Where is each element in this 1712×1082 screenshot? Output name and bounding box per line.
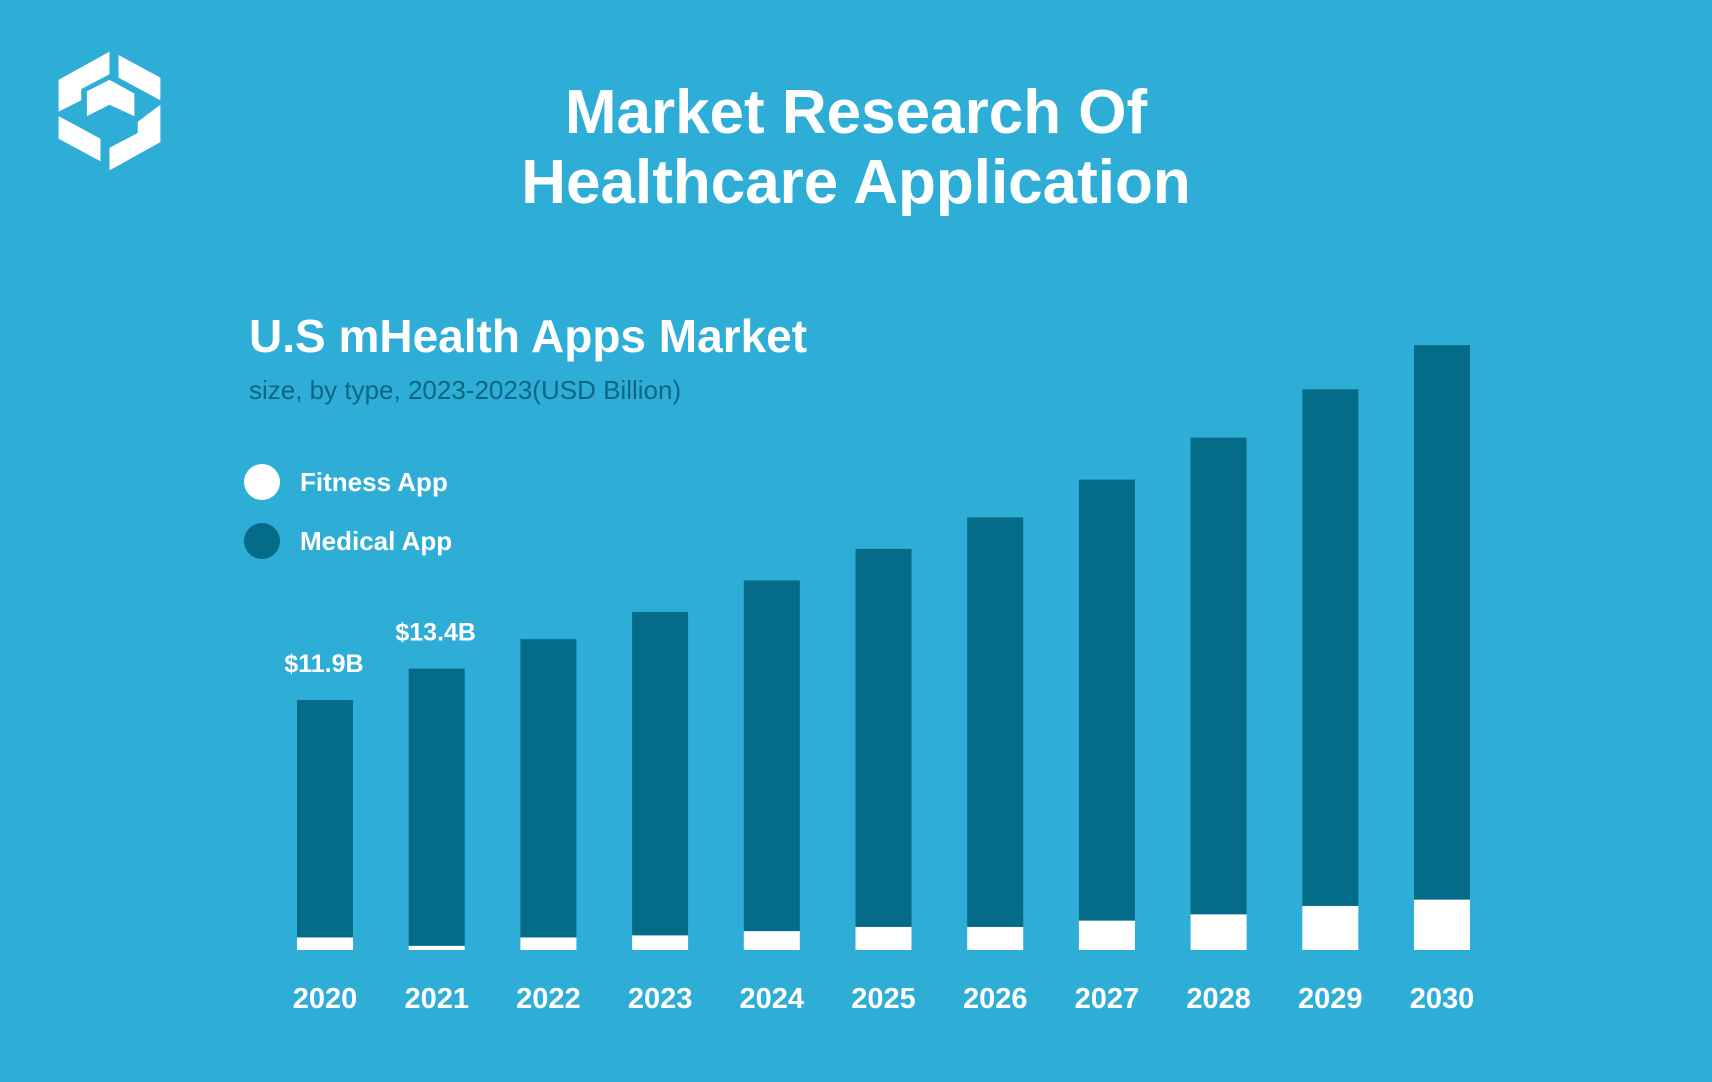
x-tick-label-2024: 2024 [740,983,805,1015]
legend-swatch-fitness [244,464,280,500]
data-label-2021: $13.4B [395,619,476,647]
bar-medical-2022 [520,639,577,938]
x-tick-label-2029: 2029 [1298,983,1363,1015]
x-tick-label-2023: 2023 [628,983,693,1015]
bar-medical-2020 [297,700,353,938]
bar-fitness-2021 [408,945,465,950]
x-tick-label-2030: 2030 [1410,983,1475,1015]
page-title-line-2: Healthcare Application [521,148,1191,217]
page-title: Market Research Of Healthcare Applicatio… [356,78,1356,218]
legend-label-fitness: Fitness App [300,466,448,497]
bar-fitness-2020 [297,937,353,950]
bar-fitness-2027 [1078,920,1135,950]
bar-fitness-2029 [1302,905,1359,950]
x-tick-label-2025: 2025 [851,983,916,1015]
legend-swatch-medical [244,523,280,559]
bar-medical-2024 [743,580,800,932]
x-tick-label-2021: 2021 [404,983,469,1015]
legend-item-medical: Medical App [244,522,452,560]
bar-medical-2026 [967,517,1024,927]
bar-medical-2029 [1302,389,1359,906]
brand-logo-icon [58,51,161,171]
bar-medical-2027 [1078,479,1135,921]
x-tick-label-2026: 2026 [963,983,1028,1015]
bar-medical-2021 [408,668,465,946]
bar-medical-2023 [632,611,689,936]
x-tick-label-2028: 2028 [1186,983,1251,1015]
chart-title: U.S mHealth Apps Market [249,310,808,362]
x-tick-label-2020: 2020 [293,983,358,1015]
bar-fitness-2028 [1190,914,1247,950]
bar-fitness-2030 [1414,899,1470,950]
legend-item-fitness: Fitness App [244,463,452,501]
chart-legend: Fitness App Medical App [244,463,452,581]
bar-fitness-2023 [632,935,689,950]
x-tick-label-2022: 2022 [516,983,581,1015]
x-tick-label-2027: 2027 [1075,983,1140,1015]
data-label-2020: $11.9B [284,650,363,678]
legend-label-medical: Medical App [300,525,453,556]
chart-subtitle: size, by type, 2023-2023(USD Billion) [249,375,682,405]
bar-fitness-2022 [520,937,577,950]
page-title-line-1: Market Research Of [564,78,1148,147]
bar-medical-2028 [1190,437,1247,915]
bar-medical-2025 [855,548,912,927]
bar-fitness-2026 [967,926,1024,950]
bar-fitness-2024 [743,931,800,950]
bar-fitness-2025 [855,926,912,950]
bar-medical-2030 [1414,345,1470,900]
